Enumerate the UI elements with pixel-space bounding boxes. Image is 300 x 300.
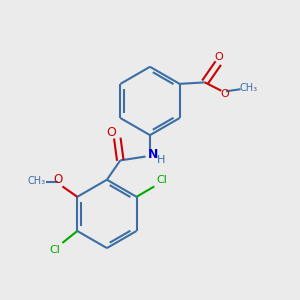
Text: Cl: Cl — [156, 176, 167, 185]
Text: N: N — [148, 148, 158, 161]
Text: CH₃: CH₃ — [28, 176, 46, 186]
Text: O: O — [215, 52, 224, 61]
Text: CH₃: CH₃ — [240, 83, 258, 93]
Text: O: O — [221, 89, 230, 99]
Text: O: O — [53, 173, 63, 186]
Text: H: H — [157, 155, 166, 165]
Text: Cl: Cl — [49, 245, 60, 255]
Text: O: O — [106, 126, 116, 139]
